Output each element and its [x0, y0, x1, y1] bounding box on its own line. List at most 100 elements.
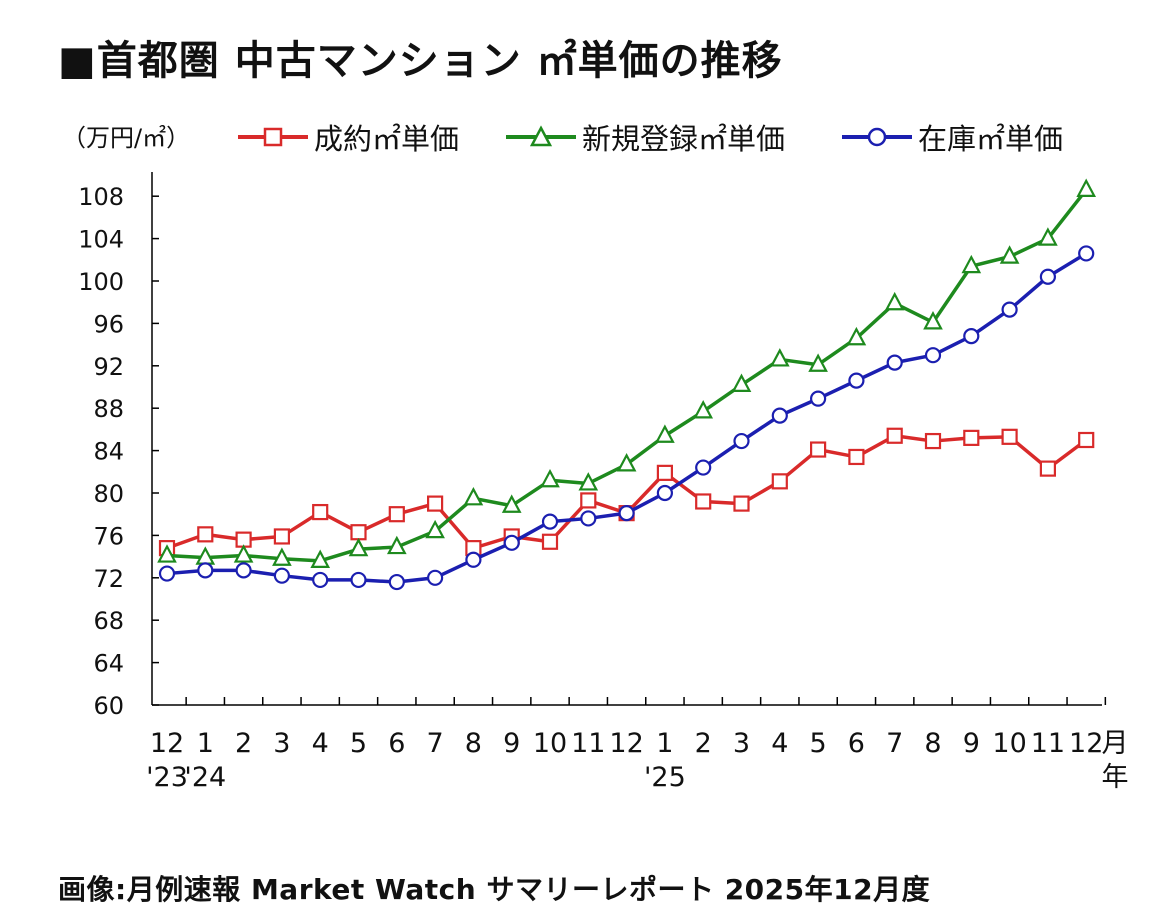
data-point-new-listing	[655, 424, 675, 443]
legend-marker-new-listing	[529, 125, 553, 147]
data-point-inventory	[503, 534, 520, 551]
legend-marker-inventory	[867, 127, 887, 147]
data-point-contract	[312, 503, 329, 521]
x-tick-label: 10	[992, 728, 1026, 759]
data-point-new-listing	[157, 544, 177, 563]
data-point-new-listing	[961, 254, 982, 274]
data-point-new-listing	[386, 535, 407, 555]
data-point-new-listing	[693, 400, 714, 419]
data-point-inventory	[197, 562, 214, 579]
data-point-contract	[963, 429, 980, 446]
x-tick-label: 12	[609, 728, 643, 759]
data-point-new-listing	[233, 544, 254, 563]
data-point-inventory	[963, 328, 980, 345]
data-point-new-listing	[348, 537, 369, 557]
data-point-new-listing	[540, 468, 560, 488]
data-point-inventory	[427, 569, 444, 586]
data-point-contract	[656, 464, 674, 481]
legend-label-inventory: 在庫㎡単価	[918, 122, 1064, 156]
y-tick-label: 60	[93, 692, 124, 720]
data-point-inventory	[312, 571, 329, 589]
data-point-new-listing	[846, 326, 867, 346]
legend-label-contract: 成約㎡単価	[314, 122, 460, 156]
x-tick-label: 11	[1031, 728, 1065, 759]
x-tick-label: 2	[235, 728, 252, 759]
y-tick-label: 84	[93, 438, 124, 466]
data-point-inventory	[350, 571, 367, 589]
data-point-new-listing	[884, 291, 905, 311]
data-point-new-listing	[272, 547, 292, 566]
data-point-contract	[809, 441, 827, 458]
series-line-contract	[166, 434, 1088, 550]
x-tick-label: 5	[350, 728, 367, 759]
data-point-new-listing	[578, 472, 599, 491]
legend-marker-contract	[263, 127, 283, 147]
data-point-new-listing	[425, 519, 445, 539]
data-point-inventory	[580, 510, 597, 527]
x-tick-label: 11	[571, 728, 605, 759]
data-point-contract	[886, 427, 903, 444]
chart-title: ■首都圏 中古マンション ㎡単価の推移	[58, 38, 783, 84]
legend-item-new-listing: 新規登録㎡単価	[504, 112, 785, 162]
x-year-label: '23	[146, 762, 188, 793]
data-point-contract	[273, 528, 290, 545]
x-unit-month-label: 月	[1102, 728, 1129, 759]
x-tick-label: 3	[733, 728, 750, 759]
data-point-inventory	[886, 354, 903, 371]
chart-legend: 成約㎡単価 新規登録㎡単価 在庫㎡単価	[0, 112, 1170, 162]
x-year-label: '25	[644, 762, 686, 793]
data-point-inventory	[158, 565, 176, 582]
y-tick-label: 108	[78, 183, 124, 211]
legend-item-inventory: 在庫㎡単価	[840, 112, 1063, 162]
data-point-contract	[771, 473, 788, 490]
data-point-new-listing	[501, 494, 522, 513]
data-point-contract	[541, 533, 559, 550]
y-tick-label: 96	[93, 310, 124, 338]
data-point-inventory	[1001, 301, 1018, 318]
x-tick-label: 2	[695, 728, 712, 759]
data-point-inventory	[235, 562, 252, 579]
data-point-new-listing	[923, 311, 943, 330]
y-axis-unit-label: （万円/㎡）	[62, 124, 191, 152]
data-point-new-listing	[616, 453, 637, 472]
data-point-contract	[733, 495, 750, 512]
source-caption: 画像:月例速報 Market Watch サマリーレポート 2025年12月度	[58, 873, 931, 906]
data-point-new-listing	[1076, 178, 1097, 197]
y-tick-label: 100	[78, 268, 124, 296]
x-tick-label: 6	[388, 728, 405, 759]
x-tick-label: 9	[963, 728, 980, 759]
y-tick-label: 88	[93, 395, 124, 423]
x-unit-year-label: 年	[1102, 762, 1129, 793]
data-point-inventory	[848, 372, 865, 389]
data-point-contract	[924, 432, 942, 450]
y-tick-label: 80	[93, 480, 124, 508]
y-tick-label: 92	[93, 353, 124, 381]
x-tick-label: 7	[886, 728, 903, 759]
x-tick-label: 10	[533, 728, 567, 759]
data-point-inventory	[618, 505, 635, 522]
y-tick-label: 104	[78, 226, 124, 254]
data-point-contract	[848, 448, 865, 466]
x-tick-label: 12	[150, 728, 184, 759]
data-point-contract	[1001, 428, 1018, 445]
legend-item-contract: 成約㎡単価	[236, 112, 459, 162]
data-point-contract	[388, 506, 405, 523]
x-tick-label: 12	[1069, 728, 1103, 759]
x-tick-label: 6	[848, 728, 865, 759]
y-tick-label: 72	[93, 565, 124, 593]
x-year-label: '24	[184, 762, 226, 793]
data-point-inventory	[1039, 268, 1057, 285]
data-point-inventory	[465, 551, 482, 568]
data-point-inventory	[695, 459, 712, 476]
data-point-new-listing	[999, 245, 1020, 264]
x-tick-label: 7	[427, 728, 444, 759]
legend-square-marker-icon	[238, 127, 308, 147]
data-point-new-listing	[310, 549, 331, 568]
x-tick-label: 5	[810, 728, 827, 759]
data-point-new-listing	[1038, 227, 1058, 246]
x-tick-label: 3	[273, 728, 290, 759]
data-point-inventory	[809, 390, 827, 407]
data-point-inventory	[388, 573, 405, 591]
data-point-contract	[1039, 460, 1057, 477]
